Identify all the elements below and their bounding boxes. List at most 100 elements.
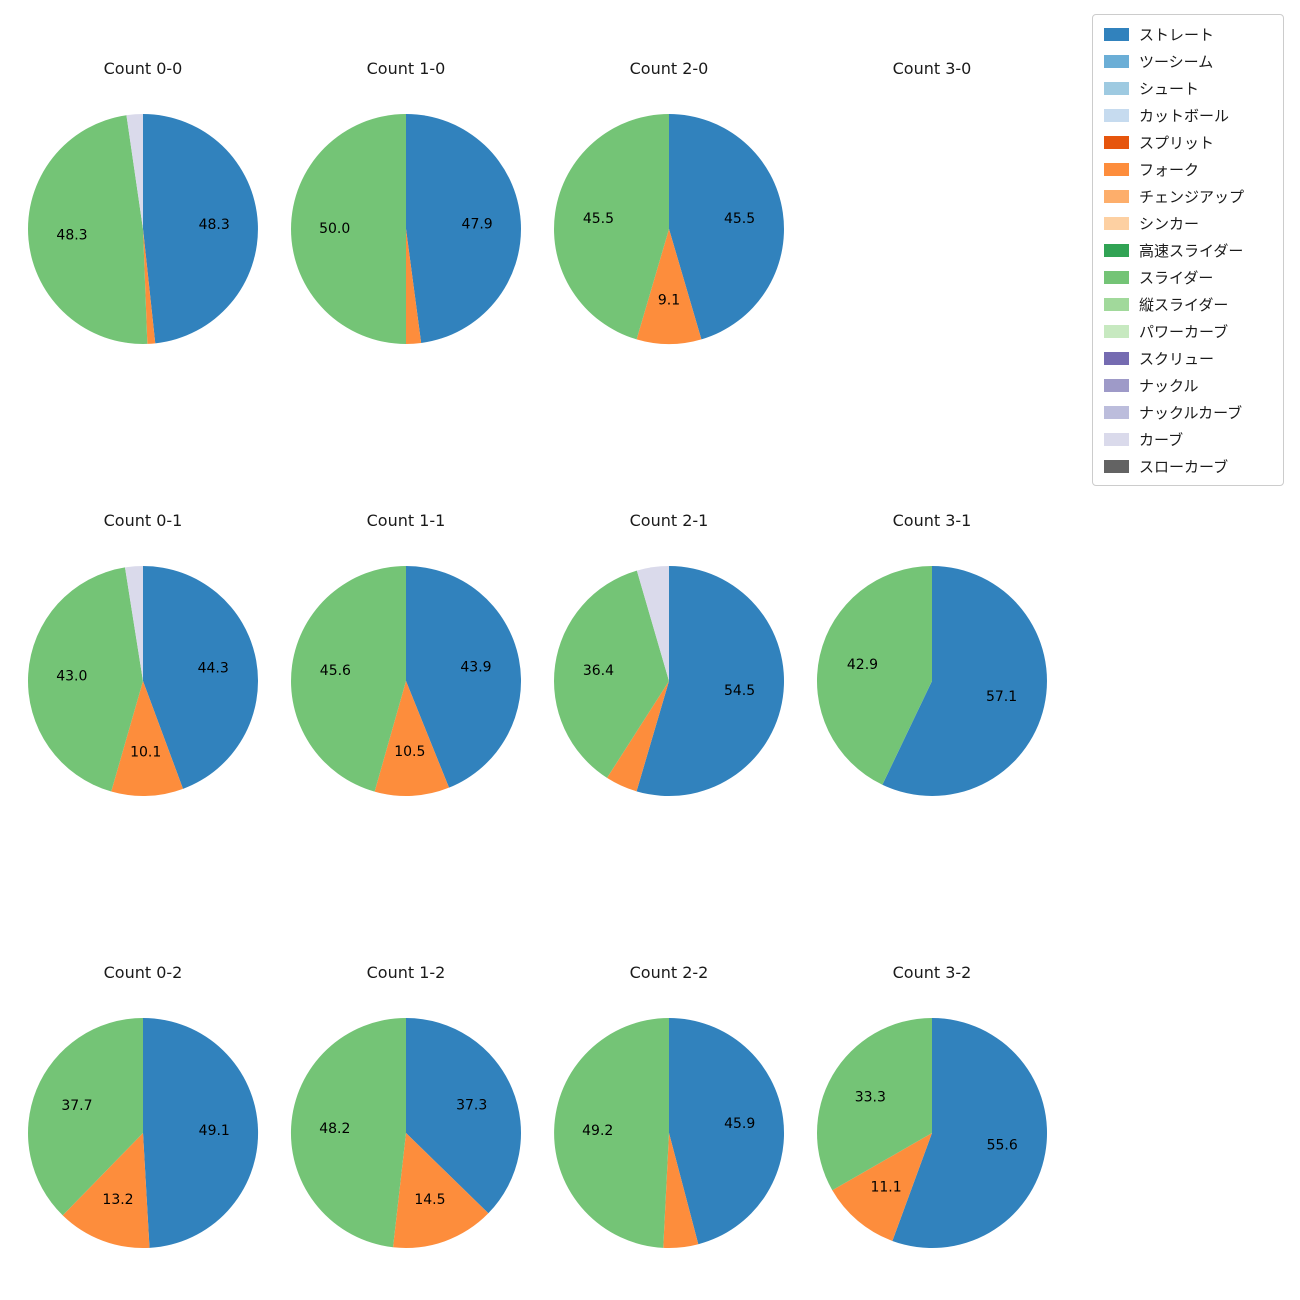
chart-title: Count 0-0 bbox=[103, 59, 183, 78]
pie-slice bbox=[406, 114, 521, 343]
pie-slice bbox=[126, 114, 143, 229]
legend-color-swatch bbox=[1103, 351, 1129, 365]
pie-percent-label: 48.3 bbox=[199, 217, 230, 233]
pie-chart: 47.9 50.0 bbox=[291, 114, 521, 344]
chart-title: Count 2-2 bbox=[629, 963, 709, 982]
legend-color-swatch bbox=[1103, 81, 1129, 95]
pie-percent-label: 48.3 bbox=[56, 227, 87, 243]
pie-chart: 54.5 36.4 bbox=[554, 566, 785, 796]
pie-chart: 45.9 49.2 bbox=[554, 1018, 785, 1248]
pie-percent-label: 9.1 bbox=[658, 292, 680, 308]
legend-label: 縦スライダー bbox=[1138, 295, 1229, 314]
pie-slice bbox=[27, 567, 143, 792]
legend-color-swatch bbox=[1103, 216, 1129, 230]
pie-percent-label: 49.2 bbox=[582, 1123, 613, 1139]
pie-chart: 48.3 48.3 bbox=[27, 114, 258, 345]
pie-slice bbox=[406, 229, 422, 344]
chart-title: Count 0-1 bbox=[103, 511, 183, 530]
chart-title: Count 3-1 bbox=[892, 511, 972, 530]
chart-title: Count 3-2 bbox=[892, 963, 972, 982]
legend-item: フォーク bbox=[1103, 159, 1272, 179]
legend-label: シンカー bbox=[1138, 214, 1199, 233]
pie-percent-label: 48.2 bbox=[319, 1121, 350, 1137]
pie-percent-label: 45.6 bbox=[320, 663, 351, 679]
pie-slice bbox=[393, 1133, 489, 1249]
pie-percent-label: 45.5 bbox=[724, 211, 755, 227]
legend-color-swatch bbox=[1103, 189, 1129, 203]
legend-label: パワーカーブ bbox=[1138, 322, 1229, 341]
pie-percent-label: 36.4 bbox=[583, 663, 614, 679]
pie-slice bbox=[27, 115, 148, 345]
legend-item: ナックル bbox=[1103, 375, 1272, 395]
chart-title: Count 1-0 bbox=[366, 59, 446, 78]
legend-color-swatch bbox=[1103, 27, 1129, 41]
chart-title: Count 2-1 bbox=[629, 511, 709, 530]
legend-item: カットボール bbox=[1103, 105, 1272, 125]
pie-slice bbox=[124, 566, 143, 681]
legend-color-swatch bbox=[1103, 405, 1129, 419]
legend-color-swatch bbox=[1103, 243, 1129, 257]
pie-percent-label: 45.5 bbox=[583, 211, 614, 227]
pie-chart: 57.1 42.9 bbox=[816, 566, 1047, 796]
legend-item: スクリュー bbox=[1103, 348, 1272, 368]
legend-color-swatch bbox=[1103, 162, 1129, 176]
pie-slice bbox=[554, 570, 669, 778]
legend-item: スプリット bbox=[1103, 132, 1272, 152]
pie-percent-label: 47.9 bbox=[462, 216, 493, 232]
pie-percent-label: 43.9 bbox=[460, 659, 491, 675]
legend-color-swatch bbox=[1103, 432, 1129, 446]
pie-percent-label: 10.1 bbox=[130, 744, 161, 760]
pie-percent-label: 49.1 bbox=[199, 1123, 230, 1139]
pie-chart: 43.9 10.5 45.6 bbox=[291, 566, 522, 797]
legend-label: ストレート bbox=[1138, 25, 1214, 44]
pie-slice bbox=[554, 1018, 669, 1248]
pie-slice bbox=[291, 114, 406, 344]
pie-slice bbox=[111, 681, 184, 797]
pie-slice bbox=[291, 566, 406, 792]
pie-chart-cell: Count 1-0 47.9 50.0 bbox=[275, 0, 537, 452]
pie-slice bbox=[832, 1133, 932, 1241]
legend: ストレート ツーシーム シュート カットボール スプリット フォーク チェンジア… bbox=[1091, 14, 1284, 486]
pie-chart-cell: Count 3-0 bbox=[801, 0, 1063, 452]
pie-chart-cell: Count 0-2 49.1 13.2 37.7 bbox=[12, 904, 274, 1300]
legend-label: フォーク bbox=[1138, 160, 1199, 179]
pie-percent-label: 50.0 bbox=[319, 221, 350, 237]
legend-label: スプリット bbox=[1138, 133, 1214, 152]
legend-color-swatch bbox=[1103, 54, 1129, 68]
legend-item: 縦スライダー bbox=[1103, 294, 1272, 314]
chart-title: Count 2-0 bbox=[629, 59, 709, 78]
pie-slice bbox=[669, 1018, 785, 1245]
pie-chart-cell: Count 1-1 43.9 10.5 45.6 bbox=[275, 452, 537, 904]
pie-slice bbox=[143, 1018, 259, 1248]
legend-label: シュート bbox=[1138, 79, 1199, 98]
pie-slice bbox=[636, 566, 785, 796]
legend-color-swatch bbox=[1103, 270, 1129, 284]
pie-chart: 37.3 14.5 48.2 bbox=[290, 1018, 521, 1249]
legend-label: ツーシーム bbox=[1138, 52, 1214, 71]
legend-label: ナックルカーブ bbox=[1138, 403, 1243, 422]
legend-item: シンカー bbox=[1103, 213, 1272, 233]
legend-item: 高速スライダー bbox=[1103, 240, 1272, 260]
pie-percent-label: 57.1 bbox=[986, 689, 1017, 705]
legend-color-swatch bbox=[1103, 459, 1129, 473]
legend-label: チェンジアップ bbox=[1138, 187, 1244, 206]
legend-item: カーブ bbox=[1103, 429, 1272, 449]
pie-slice bbox=[636, 229, 702, 344]
pie-chart-cell: Count 2-1 54.5 36.4 bbox=[538, 452, 800, 904]
pie-slice bbox=[62, 1133, 150, 1249]
legend-color-swatch bbox=[1103, 324, 1129, 338]
legend-label: ナックル bbox=[1138, 376, 1199, 395]
pie-slice bbox=[669, 114, 784, 340]
pie-slice bbox=[143, 566, 259, 789]
pie-slice bbox=[406, 566, 522, 788]
pie-slice bbox=[817, 1018, 932, 1191]
pie-chart: 44.3 10.1 43.0 bbox=[27, 566, 259, 797]
chart-grid: Count 0-0 48.3 48.3 Count 1-0 47.9 50.0 Co… bbox=[12, 0, 1063, 1300]
chart-title: Count 3-0 bbox=[892, 59, 972, 78]
pie-slice bbox=[290, 1018, 406, 1248]
pie-slice bbox=[636, 566, 669, 681]
chart-title: Count 0-2 bbox=[103, 963, 183, 982]
pie-chart-cell: Count 1-2 37.3 14.5 48.2 bbox=[275, 904, 537, 1300]
legend-item: ツーシーム bbox=[1103, 51, 1272, 71]
